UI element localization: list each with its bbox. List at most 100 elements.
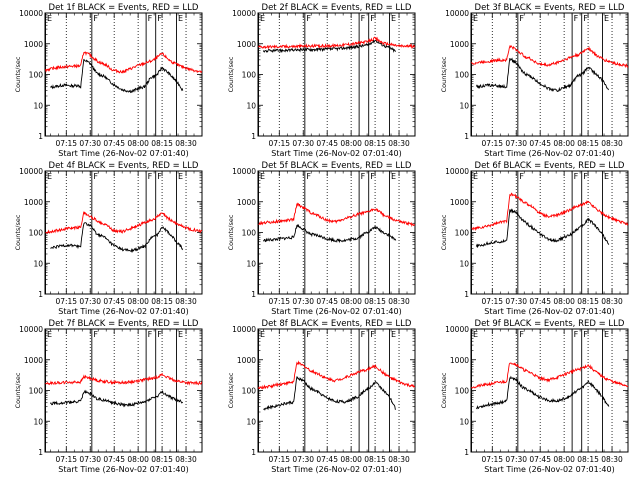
state-marker-label: F <box>370 14 375 23</box>
x-tick-label: 08:00 <box>127 139 149 148</box>
x-axis-label: Start Time (26-Nov-02 07:01:40) <box>271 149 401 158</box>
y-tick-label: 10 <box>459 101 469 110</box>
state-marker-label: E <box>604 14 609 23</box>
x-tick-label: 08:15 <box>151 297 173 306</box>
panel-1: Det 1f BLACK = Events, RED = LLD 1 10 100 10… <box>14 3 203 158</box>
x-axis-label: Start Time (26-Nov-02 07:01:40) <box>484 465 614 474</box>
x-tick-label: 07:15 <box>268 297 290 306</box>
y-tick-label: 10000 <box>445 167 469 176</box>
x-tick-label: 08:00 <box>127 297 149 306</box>
x-tick-label: 07:30 <box>292 297 314 306</box>
plot-frame <box>257 170 416 295</box>
x-axis-label: Start Time (26-Nov-02 07:01:40) <box>58 465 188 474</box>
x-tick-label: 07:45 <box>316 297 338 306</box>
x-tick-label: 07:15 <box>481 455 503 464</box>
lld-series-line <box>45 51 202 74</box>
events-series-line <box>49 389 184 408</box>
state-marker-label: F <box>93 14 98 23</box>
y-axis-label: Counts/sec <box>227 56 235 92</box>
y-tick-label: 1000 <box>24 40 43 49</box>
state-marker-label: E <box>47 14 52 23</box>
state-marker-label: F <box>157 172 162 181</box>
y-tick-label: 1 <box>251 132 256 141</box>
y-axis-label: Counts/sec <box>14 56 22 92</box>
panel-6: Det 6f BLACK = Events, RED = LLD 1 10 100 10… <box>440 161 629 316</box>
state-marker-label: E <box>604 172 609 181</box>
state-marker-label: F <box>361 330 366 339</box>
x-tick-label: 08:30 <box>601 139 623 148</box>
y-tick-label: 1 <box>38 290 43 299</box>
y-axis-label: Counts/sec <box>14 372 22 408</box>
y-tick-label: 1000 <box>237 40 256 49</box>
y-tick-label: 100 <box>242 229 257 238</box>
state-marker-label: E <box>473 172 478 181</box>
x-tick-label: 07:45 <box>316 139 338 148</box>
y-tick-label: 100 <box>455 229 470 238</box>
state-marker-label: E <box>391 14 396 23</box>
state-marker-label: F <box>148 14 153 23</box>
state-marker-label: F <box>361 172 366 181</box>
y-axis-label: Counts/sec <box>440 372 448 408</box>
state-marker-label: F <box>583 14 588 23</box>
x-axis-label: Start Time (26-Nov-02 07:01:40) <box>484 149 614 158</box>
y-tick-label: 1000 <box>450 40 469 49</box>
state-marker-label: E <box>260 330 265 339</box>
x-axis-label: Start Time (26-Nov-02 07:01:40) <box>484 307 614 316</box>
state-marker-label: F <box>370 330 375 339</box>
x-tick-label: 07:30 <box>505 455 527 464</box>
state-marker-label: F <box>574 172 579 181</box>
x-tick-label: 08:15 <box>364 297 386 306</box>
state-marker-label: E <box>473 14 478 23</box>
state-marker-label: F <box>519 330 524 339</box>
y-axis-label: Counts/sec <box>440 56 448 92</box>
x-tick-label: 08:00 <box>553 297 575 306</box>
y-tick-label: 1 <box>38 448 43 457</box>
lld-series-line <box>471 45 628 68</box>
y-tick-label: 100 <box>29 387 44 396</box>
y-tick-label: 1 <box>38 132 43 141</box>
state-marker-label: E <box>178 172 183 181</box>
panel-5: Det 5f BLACK = Events, RED = LLD 1 10 100 10… <box>227 161 416 316</box>
x-tick-label: 08:30 <box>601 297 623 306</box>
panel-title: Det 4f BLACK = Events, RED = LLD <box>49 161 199 171</box>
lld-series-line <box>471 362 628 390</box>
plot-frame <box>470 12 629 137</box>
x-tick-label: 07:30 <box>505 139 527 148</box>
plot-frame <box>470 328 629 453</box>
state-marker-label: F <box>574 330 579 339</box>
state-marker-label: E <box>260 172 265 181</box>
y-tick-label: 10 <box>33 101 43 110</box>
x-axis-label: Start Time (26-Nov-02 07:01:40) <box>271 465 401 474</box>
state-marker-label: F <box>306 330 311 339</box>
y-tick-label: 100 <box>455 71 470 80</box>
panel-title: Det 8f BLACK = Events, RED = LLD <box>262 319 412 329</box>
y-tick-label: 10 <box>459 259 469 268</box>
events-series-line <box>475 57 609 92</box>
y-axis-label: Counts/sec <box>440 214 448 250</box>
plot-frame <box>44 12 203 137</box>
x-tick-label: 07:45 <box>529 455 551 464</box>
y-tick-label: 1000 <box>450 198 469 207</box>
events-series-line <box>475 375 610 410</box>
y-tick-label: 100 <box>29 229 44 238</box>
state-marker-label: E <box>260 14 265 23</box>
x-tick-label: 08:15 <box>577 297 599 306</box>
x-tick-label: 08:30 <box>388 297 410 306</box>
y-tick-label: 1 <box>464 290 469 299</box>
state-marker-label: E <box>391 330 396 339</box>
y-tick-label: 10000 <box>445 9 469 18</box>
y-tick-label: 10000 <box>19 167 43 176</box>
state-marker-label: F <box>574 14 579 23</box>
panel-title: Det 7f BLACK = Events, RED = LLD <box>49 319 199 329</box>
y-tick-label: 10000 <box>19 325 43 334</box>
x-tick-label: 07:30 <box>505 297 527 306</box>
state-marker-label: E <box>473 330 478 339</box>
state-marker-label: F <box>148 330 153 339</box>
x-tick-label: 07:30 <box>79 139 101 148</box>
x-tick-label: 08:00 <box>340 139 362 148</box>
x-tick-label: 07:15 <box>481 139 503 148</box>
x-tick-label: 08:30 <box>175 455 197 464</box>
state-marker-label: F <box>583 330 588 339</box>
x-tick-label: 08:15 <box>151 455 173 464</box>
